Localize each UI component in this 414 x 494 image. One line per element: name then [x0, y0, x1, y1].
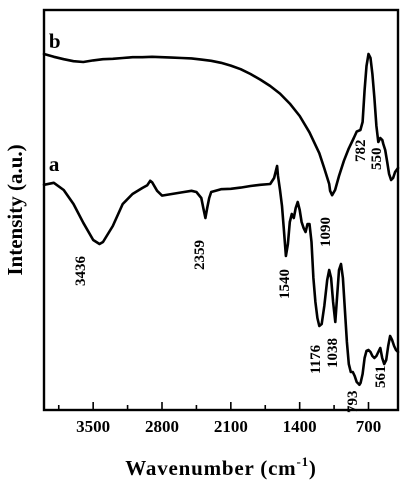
- x-axis-ticks: 3500 2800 2100 1400 700: [57, 402, 382, 436]
- x-tick-label-2800: 2800: [145, 417, 179, 436]
- plot-frame: [42, 8, 400, 412]
- series-a-line: [42, 164, 400, 387]
- peak-label-550: 550: [369, 148, 385, 171]
- peak-label-1038: 1038: [325, 338, 341, 368]
- x-axis-title-close: ): [309, 456, 317, 480]
- x-tick-label-700: 700: [356, 417, 382, 436]
- series-b-line: [42, 52, 400, 197]
- peak-label-1090: 1090: [318, 217, 334, 247]
- peak-label-1176: 1176: [308, 344, 324, 374]
- peak-label-1540: 1540: [277, 269, 293, 299]
- x-axis-title-main: Wavenumber (cm: [125, 456, 296, 480]
- x-tick-label-1400: 1400: [283, 417, 317, 436]
- peak-label-793: 793: [345, 391, 361, 414]
- series-label-a: a: [49, 152, 60, 176]
- peak-label-3436: 3436: [73, 256, 89, 287]
- x-axis-title: Wavenumber (cm-1): [125, 454, 316, 480]
- x-axis-title-exponent: -1: [296, 454, 308, 469]
- x-tick-label-2100: 2100: [214, 417, 248, 436]
- y-axis-title: Intensity (a.u.): [3, 144, 27, 275]
- peak-label-782: 782: [353, 140, 369, 163]
- chart-labels: b a 3436 2359 1540 1176 1090 1038 793 782 561 550: [49, 29, 389, 413]
- peak-label-561: 561: [373, 366, 389, 389]
- series-label-b: b: [49, 29, 61, 53]
- series-lines: [42, 52, 400, 387]
- x-tick-label-3500: 3500: [76, 417, 110, 436]
- peak-label-2359: 2359: [192, 240, 208, 270]
